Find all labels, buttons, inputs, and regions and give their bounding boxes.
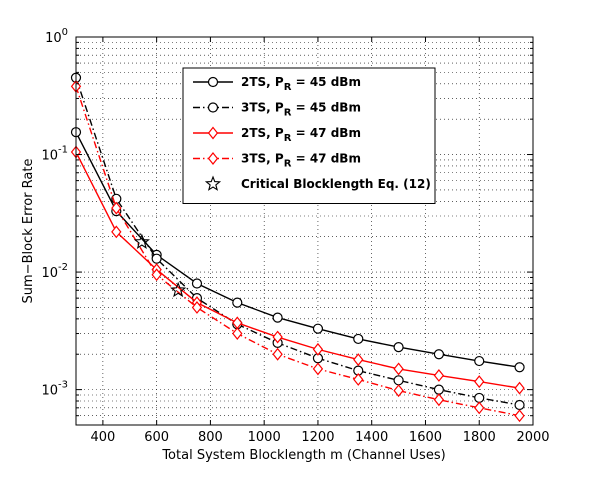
- diamond-marker: [474, 375, 485, 389]
- legend-circle-marker: [207, 102, 219, 113]
- diamond-marker: [111, 225, 122, 239]
- series-line: [75, 77, 520, 406]
- star-marker: [170, 281, 187, 298]
- legend-item: 3TS, PR = 47 dBm: [193, 152, 361, 170]
- x-tick-label: 1600: [409, 430, 442, 445]
- y-tick-base: 10: [41, 384, 58, 399]
- series-line: [75, 86, 520, 417]
- legend-item: 2TS, PR = 45 dBm: [193, 75, 361, 93]
- diamond-marker: [111, 201, 122, 215]
- series-line: [75, 131, 520, 368]
- diamond-marker: [353, 353, 364, 367]
- legend-label: 2TS, PR = 45 dBm: [241, 75, 361, 93]
- legend-label-suffix: = 45 dBm: [291, 75, 361, 89]
- plot-frame: [75, 36, 534, 426]
- y-tick-label: 10-3: [41, 380, 68, 399]
- legend-label-main: 2TS, P: [241, 75, 284, 89]
- diamond-marker: [312, 362, 324, 376]
- legend-label-main: 3TS, P: [241, 152, 284, 166]
- series-layer: [70, 72, 525, 423]
- x-tick-label: 2000: [516, 430, 549, 445]
- legend-label-suffix: = 47 dBm: [291, 126, 361, 140]
- circle-marker: [433, 384, 445, 395]
- x-tick-label: 1200: [301, 430, 334, 445]
- diamond-marker: [393, 362, 404, 376]
- y-axis-label: Sum−Block Error Rate: [21, 159, 36, 304]
- legend-label-subscript: R: [284, 108, 292, 119]
- diamond-marker: [312, 342, 324, 356]
- legend-label-main: 3TS, P: [241, 101, 284, 115]
- y-tick-exponent: -1: [58, 145, 68, 156]
- legend-box: [182, 67, 436, 204]
- circle-marker: [232, 297, 243, 308]
- circle-marker: [474, 392, 485, 404]
- diamond-marker: [151, 268, 162, 282]
- diamond-marker: [433, 393, 445, 407]
- circle-marker: [393, 375, 404, 386]
- series-3: [70, 79, 525, 423]
- legend-label-subscript: R: [284, 82, 292, 93]
- x-tick-label: 1800: [463, 430, 496, 445]
- y-tick-exponent: -3: [58, 380, 68, 391]
- x-tick-label: 1400: [355, 430, 388, 445]
- legend-label: Critical Blocklength Eq. (12): [241, 177, 431, 191]
- x-tick-label: 600: [144, 430, 169, 445]
- diamond-marker: [353, 373, 364, 386]
- diamond-marker: [514, 409, 525, 423]
- circle-marker: [272, 312, 283, 323]
- legend-label-suffix: = 45 dBm: [291, 101, 361, 115]
- diamond-marker: [232, 327, 243, 340]
- diamond-marker: [272, 347, 283, 361]
- y-tick-label: 10-1: [41, 145, 68, 164]
- legend-label-subscript: R: [284, 159, 292, 170]
- legend-label-main: Critical Blocklength Eq. (12): [241, 177, 431, 191]
- circle-marker: [433, 349, 445, 360]
- circle-marker: [393, 342, 404, 353]
- x-tick-label: 800: [198, 430, 223, 445]
- legend-label-main: 2TS, P: [241, 126, 284, 140]
- legend-item: 2TS, PR = 47 dBm: [193, 126, 361, 144]
- x-axis-label: Total System Blocklength m (Channel Uses…: [161, 448, 445, 463]
- x-tick-label: 400: [90, 430, 115, 445]
- circle-marker: [514, 399, 525, 411]
- legend-label: 3TS, PR = 45 dBm: [241, 101, 361, 119]
- circle-marker: [191, 278, 203, 289]
- diamond-marker: [514, 381, 525, 395]
- diamond-marker: [474, 401, 485, 415]
- y-tick-label: 100: [45, 27, 68, 46]
- circle-marker: [353, 333, 364, 345]
- diamond-marker: [191, 301, 203, 314]
- circle-marker: [474, 355, 485, 367]
- legend-label-suffix: = 47 dBm: [291, 152, 361, 166]
- circle-marker: [151, 253, 162, 264]
- legend-item: Critical Blocklength Eq. (12): [204, 175, 431, 191]
- y-tick-base: 10: [41, 266, 58, 281]
- legend-label: 3TS, PR = 47 dBm: [241, 152, 361, 170]
- legend-label: 2TS, PR = 47 dBm: [241, 126, 361, 144]
- legend-label-subscript: R: [284, 133, 292, 144]
- legend-diamond-marker: [207, 152, 219, 165]
- circle-marker: [514, 362, 525, 373]
- diamond-marker: [393, 384, 404, 398]
- legend-star-marker: [204, 175, 222, 191]
- legend-diamond-marker: [207, 126, 219, 140]
- diamond-marker: [433, 368, 445, 382]
- grid-lines: [76, 37, 533, 426]
- legend-item: 3TS, PR = 45 dBm: [193, 101, 361, 119]
- axis-ticks: 400 600 800 1000 1200 1400 1600 1800 200010010-1…: [41, 27, 549, 445]
- x-tick-label: 1000: [248, 430, 281, 445]
- y-tick-exponent: -2: [58, 262, 68, 273]
- star-marker: [133, 233, 150, 249]
- y-tick-exponent: 0: [62, 27, 68, 38]
- legend-circle-marker: [207, 76, 219, 88]
- diamond-marker: [272, 330, 283, 344]
- y-tick-base: 10: [41, 149, 58, 164]
- y-tick-label: 10-2: [41, 262, 68, 281]
- series-4: [133, 233, 187, 298]
- y-tick-base: 10: [45, 31, 62, 46]
- circle-marker: [312, 323, 324, 334]
